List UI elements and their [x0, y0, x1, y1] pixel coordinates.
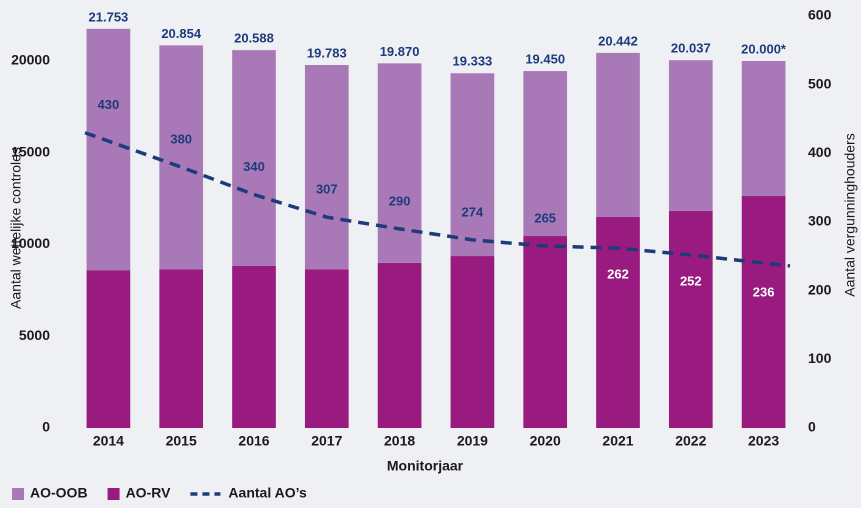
- total-label: 21.753: [89, 9, 129, 24]
- total-label: 20.854: [161, 26, 202, 41]
- x-tick-label: 2020: [530, 433, 561, 449]
- bar-segment: [304, 269, 349, 428]
- total-label: 19.870: [380, 44, 420, 59]
- bar-segment: [159, 269, 204, 428]
- line-value-label: 274: [462, 204, 484, 219]
- bar-segment: [523, 236, 568, 428]
- line-value-label: 380: [170, 132, 192, 147]
- bar-segment: [232, 265, 276, 428]
- line-value-label: 340: [243, 159, 265, 174]
- x-tick-label: 2016: [238, 433, 269, 449]
- y2-tick-label: 500: [808, 75, 832, 91]
- total-label: 20.588: [234, 31, 274, 46]
- total-label: 19.783: [307, 45, 347, 60]
- y2-tick-label: 0: [808, 419, 816, 435]
- x-axis-title: Monitorjaar: [387, 458, 464, 474]
- x-tick-label: 2022: [675, 433, 706, 449]
- bar-segment: [86, 28, 131, 271]
- bar-segment: [596, 216, 640, 428]
- bar-segment: [741, 60, 786, 197]
- x-tick-label: 2014: [93, 433, 124, 449]
- bar-segment: [232, 50, 276, 266]
- bar-segment: [741, 196, 786, 428]
- y-tick-label: 10000: [11, 235, 50, 251]
- total-label: 20.000*: [741, 41, 787, 56]
- y-tick-label: 20000: [11, 52, 50, 68]
- y2-axis-title: Aantal vergunninghouders: [842, 133, 858, 296]
- bar-segment: [304, 64, 349, 270]
- y2-tick-label: 200: [808, 281, 832, 297]
- line-value-label: 262: [607, 267, 629, 282]
- y-tick-label: 15000: [11, 143, 50, 159]
- line-value-label: 307: [316, 182, 338, 197]
- legend-swatch: [12, 488, 24, 500]
- x-tick-label: 2018: [384, 433, 415, 449]
- y2-tick-label: 600: [808, 7, 832, 23]
- y2-tick-label: 300: [808, 213, 832, 229]
- y-axis-title: Aantal wettelijke controles: [8, 147, 24, 309]
- legend-label: Aantal AO’s: [228, 485, 307, 501]
- bar-segment: [596, 52, 640, 217]
- x-tick-label: 2021: [602, 433, 633, 449]
- bar-segment: [668, 60, 713, 211]
- line-value-label: 236: [753, 284, 775, 299]
- total-label: 20.442: [598, 33, 638, 48]
- x-tick-label: 2015: [166, 433, 197, 449]
- legend-label: AO-OOB: [30, 485, 88, 501]
- line-value-label: 290: [389, 193, 411, 208]
- x-tick-label: 2019: [457, 433, 488, 449]
- bar-segment: [159, 45, 204, 270]
- legend-swatch: [107, 488, 120, 500]
- line-value-label: 265: [534, 210, 556, 225]
- x-tick-label: 2023: [748, 433, 779, 449]
- bar-segment: [450, 256, 495, 428]
- line: [84, 131, 791, 268]
- y2-tick-label: 400: [808, 144, 832, 160]
- bar-segment: [86, 270, 131, 428]
- total-label: 19.450: [525, 51, 565, 66]
- x-tick-label: 2017: [311, 433, 342, 449]
- line-value-label: 252: [680, 273, 702, 288]
- bar-segment: [450, 73, 495, 257]
- bar-segment: [668, 210, 713, 428]
- bar-segment: [377, 262, 422, 428]
- total-label: 19.333: [453, 54, 493, 69]
- y2-tick-label: 100: [808, 350, 832, 366]
- line-value-label: 430: [98, 97, 120, 112]
- bar-segment: [523, 71, 568, 237]
- y-tick-label: 5000: [19, 327, 50, 343]
- legend-label: AO-RV: [126, 485, 172, 501]
- total-label: 20.037: [671, 41, 711, 56]
- y-tick-label: 0: [42, 419, 50, 435]
